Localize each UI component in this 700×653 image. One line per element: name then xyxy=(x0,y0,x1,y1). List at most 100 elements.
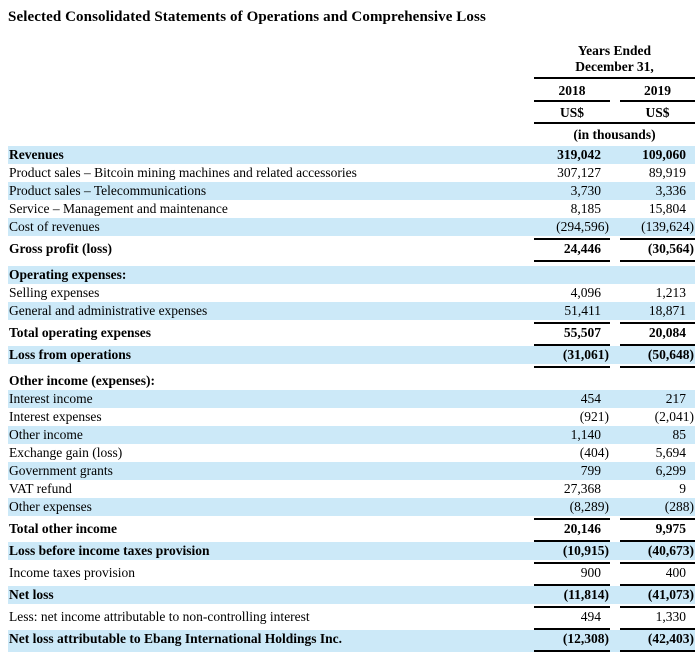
header-label-spacer xyxy=(8,42,534,146)
value-2018-cell: 307,127 xyxy=(534,164,610,182)
value-2018-cell: (8,289) xyxy=(534,498,610,520)
value-2018-cell: 8,185 xyxy=(534,200,610,218)
column-gap xyxy=(610,372,620,390)
value-2019-cell: (40,673) xyxy=(620,542,695,564)
column-gap xyxy=(610,105,620,120)
column-gap xyxy=(610,630,620,653)
value-2018: 799 xyxy=(580,463,601,478)
value-2019: 1,330 xyxy=(655,609,686,624)
column-gap xyxy=(610,324,620,346)
table-row: Other income (expenses): xyxy=(8,372,695,390)
value-2018-cell: 24,446 xyxy=(534,240,610,262)
column-gap xyxy=(610,408,620,426)
row-label: Product sales – Bitcoin mining machines … xyxy=(9,165,357,180)
value-2019: (40,673) xyxy=(647,543,694,558)
value-2018: 20,146 xyxy=(563,521,601,536)
row-label: Service – Management and maintenance xyxy=(9,201,228,216)
row-label: Government grants xyxy=(9,463,113,478)
column-gap xyxy=(610,182,620,200)
column-gap xyxy=(610,164,620,182)
value-2018-cell: (10,915) xyxy=(534,542,610,564)
value-2018-cell xyxy=(534,372,610,390)
table-row: Product sales – Telecommunications 3,730 3… xyxy=(8,182,695,200)
value-2018: (294,596) xyxy=(556,219,609,234)
value-2019: 400 xyxy=(665,565,686,580)
value-2018-cell: (12,308) xyxy=(534,630,610,653)
row-label: VAT refund xyxy=(9,481,72,496)
currency-2018-header: US$ xyxy=(559,105,584,120)
table-row: Government grants 799 6,299 xyxy=(8,462,695,480)
value-2019: 85 xyxy=(672,427,687,442)
row-label: Revenues xyxy=(9,147,64,162)
value-2018-cell: 4,096 xyxy=(534,284,610,302)
column-gap xyxy=(610,564,620,586)
row-label: Income taxes provision xyxy=(9,565,135,580)
column-gap xyxy=(610,266,620,284)
table-row: Cost of revenues (294,596) (139,624) xyxy=(8,218,695,240)
table-row: Exchange gain (loss) (404) 5,694 xyxy=(8,444,695,462)
value-2018-cell: 319,042 xyxy=(534,146,610,164)
row-label: General and administrative expenses xyxy=(9,303,208,318)
value-2019-cell xyxy=(620,266,695,284)
row-label: Other income (expenses): xyxy=(9,373,155,388)
row-label: Other income xyxy=(9,427,83,442)
period-caption-line2: December 31, xyxy=(534,59,695,79)
row-label: Net loss xyxy=(9,587,54,602)
value-2018-cell: (404) xyxy=(534,444,610,462)
value-2018-cell: 1,140 xyxy=(534,426,610,444)
value-2019-cell: 6,299 xyxy=(620,462,695,480)
value-2019: 3,336 xyxy=(655,183,686,198)
value-2018-cell: 900 xyxy=(534,564,610,586)
column-gap xyxy=(610,542,620,564)
value-2019: (50,648) xyxy=(647,347,694,362)
value-2019: (41,073) xyxy=(647,587,694,602)
table-row: Income taxes provision 900 400 xyxy=(8,564,695,586)
table-row: VAT refund 27,368 9 xyxy=(8,480,695,498)
row-label: Operating expenses: xyxy=(9,267,127,282)
table-row: Total other income 20,146 9,975 xyxy=(8,520,695,542)
value-2018: (11,814) xyxy=(563,587,609,602)
row-label: Product sales – Telecommunications xyxy=(9,183,207,198)
value-2018-cell: 494 xyxy=(534,608,610,630)
column-gap xyxy=(610,444,620,462)
table-row: Gross profit (loss) 24,446 (30,564) xyxy=(8,240,695,262)
value-2019-cell: 3,336 xyxy=(620,182,695,200)
value-2018: (404) xyxy=(579,445,609,460)
table-row: Loss from operations (31,061) (50,648) xyxy=(8,346,695,368)
value-2018-cell: 799 xyxy=(534,462,610,480)
column-gap xyxy=(610,284,620,302)
table-row: Interest expenses (921) (2,041) xyxy=(8,408,695,426)
value-2019-cell: 85 xyxy=(620,426,695,444)
value-2019: (42,403) xyxy=(647,631,694,646)
value-2019: 1,213 xyxy=(655,285,686,300)
value-2019: 5,694 xyxy=(655,445,686,460)
row-label: Interest expenses xyxy=(9,409,102,424)
year-header-row: 2018 2019 xyxy=(534,79,695,102)
value-2018-cell: (31,061) xyxy=(534,346,610,368)
row-label: Total other income xyxy=(9,521,117,536)
value-2018-cell: 3,730 xyxy=(534,182,610,200)
table-row: Interest income 454 217 xyxy=(8,390,695,408)
value-2019-cell: (2,041) xyxy=(620,408,695,426)
value-2018: (10,915) xyxy=(562,543,609,558)
value-2018: 24,446 xyxy=(563,241,601,256)
value-2019: (30,564) xyxy=(647,241,694,256)
value-2018: 3,730 xyxy=(570,183,601,198)
table-header: Years Ended December 31, 2018 2019 US$ U… xyxy=(8,42,695,146)
column-gap xyxy=(610,146,620,164)
row-label: Other expenses xyxy=(9,499,92,514)
value-2018-cell: (294,596) xyxy=(534,218,610,240)
row-label: Loss from operations xyxy=(9,347,132,362)
value-2018: 307,127 xyxy=(557,165,601,180)
column-gap xyxy=(610,83,620,102)
column-gap xyxy=(610,498,620,520)
value-2019-cell: 1,213 xyxy=(620,284,695,302)
value-2019-cell: (139,624) xyxy=(620,218,695,240)
table-row: Operating expenses: xyxy=(8,266,695,284)
value-2018-cell: 20,146 xyxy=(534,520,610,542)
value-2018-cell: (11,814) xyxy=(534,586,610,608)
value-2018: 4,096 xyxy=(570,285,601,300)
year-2018-header: 2018 xyxy=(534,83,610,102)
column-gap xyxy=(610,240,620,262)
